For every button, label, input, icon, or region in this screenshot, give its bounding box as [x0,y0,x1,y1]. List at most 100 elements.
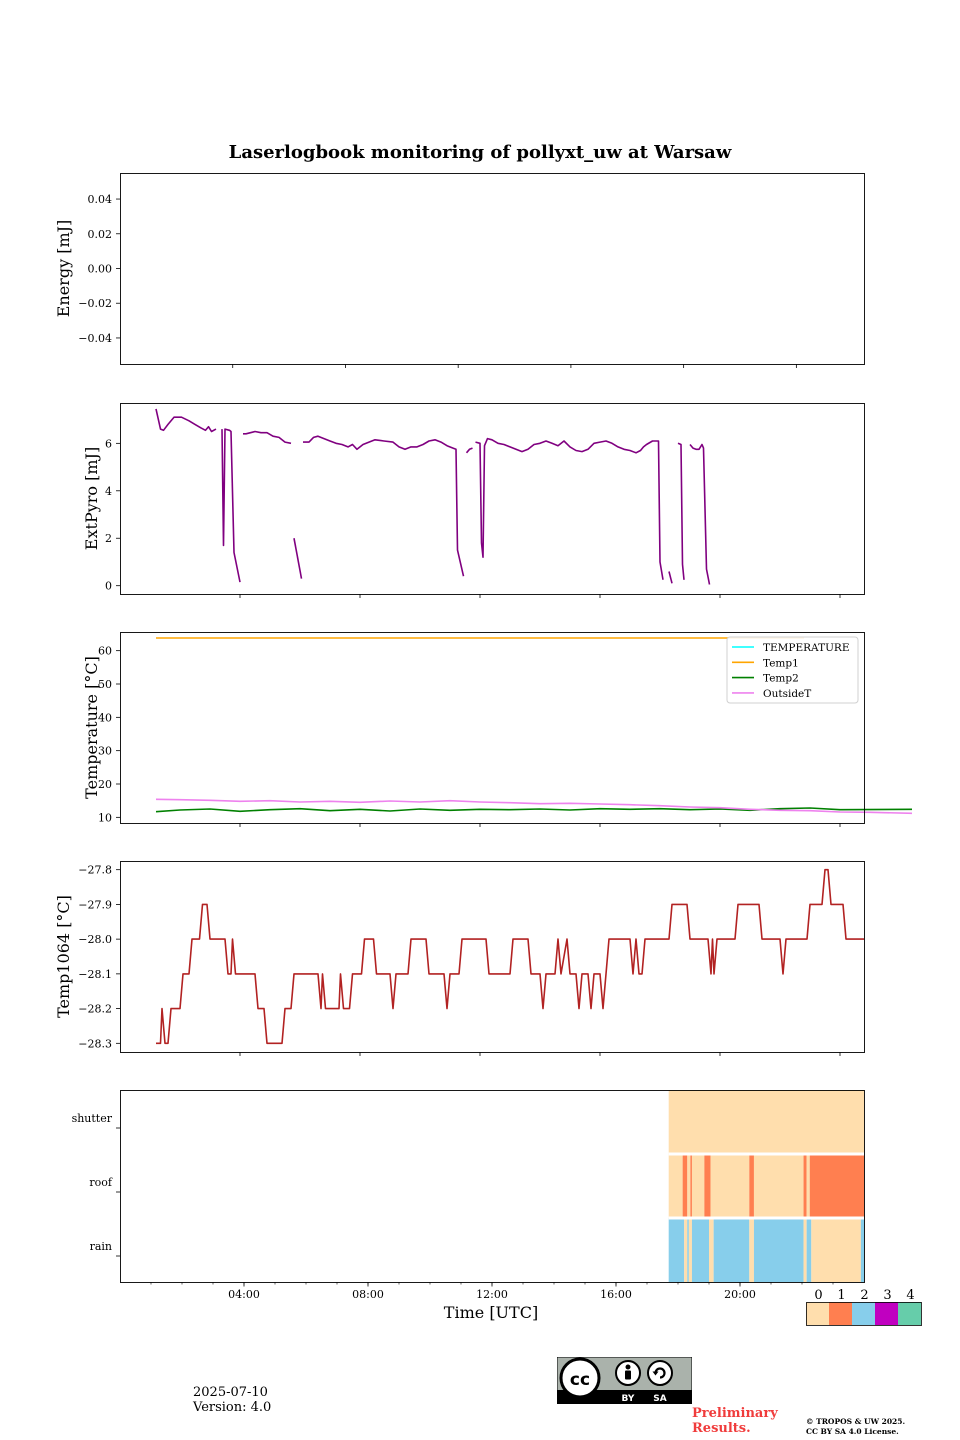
cc-by-label: BY [622,1394,635,1404]
heatmap-cell-roof [803,1154,807,1218]
series-line-seg3 [243,430,292,445]
series-line-seg1 [155,408,217,433]
copyright-line-1: © TROPOS & UW 2025. [806,1417,906,1426]
legend-box [726,636,859,704]
legend: TEMPERATURE Temp1 Temp2 OutsideT [726,636,859,704]
heatmap-cell-roof [682,1154,688,1218]
series-line-seg6 [465,447,473,454]
colorbar-label: 2 [860,1288,868,1303]
y-tick-label: −27.8 [78,864,112,877]
legend-label-outsidet: OutsideT [763,688,811,700]
y-tick-label: 6 [105,437,112,450]
panel-2: 0 2 4 6 ExtPyro [mJ] [82,403,865,598]
y-tick-label: 4 [105,485,112,498]
heatmap-cell-rain [811,1218,861,1282]
row-label-shutter: shutter [72,1112,113,1125]
series-line-seg4 [293,538,303,579]
legend-label-temperature: TEMPERATURE [763,642,850,654]
row-label-rain: rain [90,1240,112,1253]
heatmap-cell-roof [809,1154,864,1218]
heatmap-cell-rain [753,1218,804,1282]
series-line-seg5 [303,435,465,577]
series-line-seg2 [221,428,241,583]
axes-frame [120,861,865,1053]
heatmap-cell-roof [687,1154,691,1218]
y-tick-label: 0.04 [88,193,113,206]
heatmap-cell-rain [688,1218,692,1282]
y-tick-label: 2 [105,532,112,545]
colorbar-swatch [806,1302,829,1325]
x-tick-label: 16:00 [600,1288,632,1301]
axes-frame [120,173,865,365]
heatmap-cell-rain [668,1218,685,1282]
heatmap-cell-rain [687,1218,689,1282]
heatmap-cell-roof [806,1154,810,1218]
preliminary-note: Preliminary Results. [692,1406,778,1436]
heatmap-cell-rain [684,1218,688,1282]
y-tick-label: −28.2 [78,1003,112,1016]
colorbar-swatch [852,1302,875,1325]
series-line-outsidet [155,798,913,815]
heatmap-cell-rain [803,1218,807,1282]
heatmap-cell-roof [753,1154,804,1218]
colorbar-frame [806,1302,922,1326]
panel-4: −27.8 −27.9 −28.0 −28.1 −28.2 −28.3 Temp1064 [… [54,861,865,1056]
y-axis-label: ExtPyro [mJ] [82,447,101,550]
colorbar-swatch [875,1302,898,1325]
y-tick-label: 60 [98,645,112,658]
license-badge: cc BY SA [556,1356,693,1405]
svg-text:cc: cc [570,1370,590,1390]
heatmap-cell-shutter [668,1090,864,1154]
x-axis-label: Time [UTC] [444,1303,538,1322]
chart-title: Laserlogbook monitoring of pollyxt_uw at… [229,142,732,163]
y-tick-label: 0.00 [88,263,113,276]
y-tick-label: −0.04 [78,332,112,345]
axes-frame [120,403,865,595]
series-line-seg9 [677,442,685,580]
cc-sa-label: SA [653,1394,666,1404]
series-line-seg7 [475,437,664,580]
copyright-note: © TROPOS & UW 2025. CC BY SA 4.0 License… [806,1417,905,1437]
y-axis-label: Energy [mJ] [54,220,73,318]
x-tick-label: 20:00 [724,1288,756,1301]
preliminary-line-2: Results. [692,1421,751,1436]
series-line-temp2 [155,807,913,813]
heatmap-cell-rain [691,1218,709,1282]
copyright-line-2: CC BY SA 4.0 License. [806,1427,899,1436]
cc-by-sa-icon: cc BY SA [556,1356,693,1405]
colorbar-label: 1 [837,1288,845,1303]
heatmap-cell-rain [860,1218,864,1282]
heatmap-cell-roof [704,1154,711,1218]
heatmap-cell-roof [668,1154,683,1218]
y-axis-label: Temp1064 [°C] [54,895,73,1018]
y-tick-label: 20 [98,778,112,791]
y-tick-label: 0 [105,580,112,593]
y-tick-label: 40 [98,711,112,724]
legend-label-temp2: Temp2 [763,673,799,685]
y-tick-label: 30 [98,745,112,758]
y-tick-label: 0.02 [88,228,113,241]
preliminary-line-1: Preliminary [692,1406,778,1421]
heatmap-cell-rain [713,1218,750,1282]
version-label: Version: 4.0 [193,1400,272,1415]
heatmap-cell-roof [691,1154,705,1218]
colorbar-label: 0 [814,1288,822,1303]
x-tick-label: 08:00 [352,1288,384,1301]
y-tick-label: −0.02 [78,297,112,310]
series-line-seg10 [689,443,711,585]
y-axis-label: Temperature [°C] [82,656,101,799]
heatmap-cell-rain [806,1218,812,1282]
heatmap-cell-rain [749,1218,754,1282]
heatmap-cell-roof [749,1154,754,1218]
heatmap-cell-roof [690,1154,692,1218]
y-tick-label: 50 [98,678,112,691]
axes-frame [120,632,865,824]
y-tick-label: −27.9 [78,898,112,911]
date-label: 2025-07-10 [193,1385,268,1400]
x-tick-label: 12:00 [476,1288,508,1301]
panel-5: shutter roof rain 04:00 08:00 12:00 16:00 20:00… [72,1090,865,1322]
axes-frame [120,1090,865,1283]
heatmap-cell-rain [709,1218,714,1282]
